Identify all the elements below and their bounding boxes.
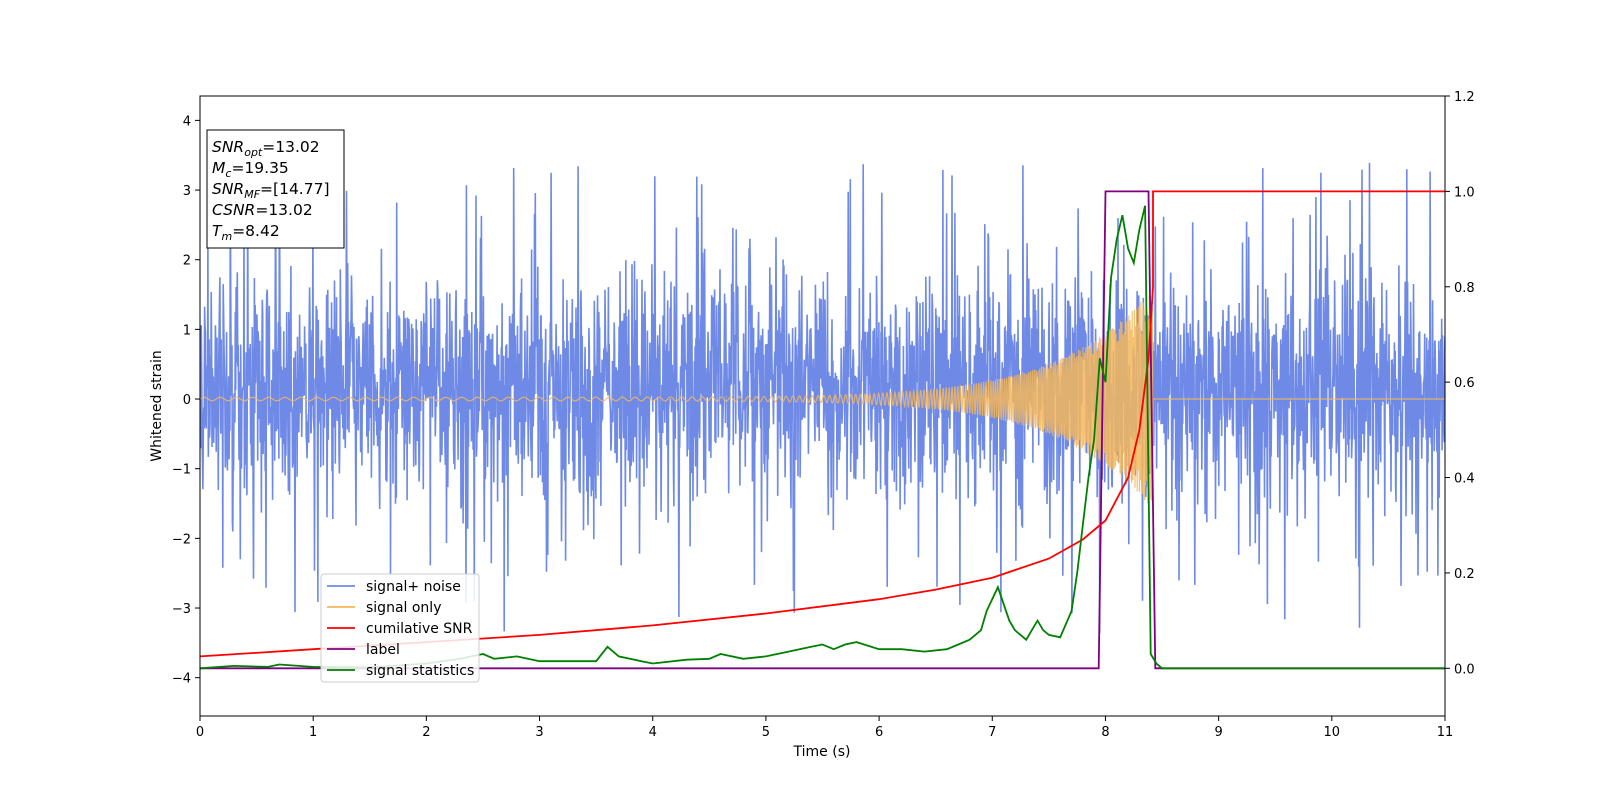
legend-label: signal only bbox=[366, 600, 441, 616]
series-signal-noise bbox=[200, 162, 1445, 634]
signal-only-line bbox=[200, 295, 1445, 504]
info-line: SNRMF=[14.77] bbox=[212, 180, 330, 201]
series-signal-only bbox=[200, 295, 1445, 504]
info-line: Mc=19.35 bbox=[212, 159, 289, 180]
x-tick-label: 9 bbox=[1214, 725, 1222, 740]
x-tick-label: 7 bbox=[988, 725, 996, 740]
y-axis-right-ticks: 1.2 1.0 0.8 0.6 0.4 0.2 0.0 bbox=[1445, 90, 1475, 677]
x-tick-label: 4 bbox=[649, 725, 657, 740]
info-line: Tm=8.42 bbox=[212, 222, 280, 243]
y-right-tick-label: 0.6 bbox=[1454, 376, 1475, 391]
signal-statistics-line bbox=[200, 205, 1445, 670]
y-right-tick-label: 0.4 bbox=[1454, 472, 1475, 487]
signal-noise-line bbox=[200, 162, 1445, 634]
y-right-tick-label: 1.0 bbox=[1454, 185, 1475, 200]
x-tick-label: 0 bbox=[196, 725, 204, 740]
y-left-tick-label: 0 bbox=[183, 393, 191, 408]
x-axis-ticks: 0 1 2 3 4 5 6 7 8 9 10 11 bbox=[196, 716, 1453, 740]
y-axis-left-ticks: 4 3 2 1 0 −1 −2 −3 −4 bbox=[172, 114, 200, 687]
legend-label: cumilative SNR bbox=[366, 621, 473, 637]
y-left-tick-label: 3 bbox=[183, 184, 191, 199]
x-tick-label: 10 bbox=[1324, 725, 1341, 740]
x-axis-label: Time (s) bbox=[793, 744, 851, 760]
series-signal-statistics bbox=[200, 205, 1445, 670]
y-right-tick-label: 0.0 bbox=[1454, 662, 1475, 677]
x-tick-label: 3 bbox=[535, 725, 543, 740]
y-left-tick-label: −2 bbox=[172, 532, 191, 547]
info-box: SNRopt=13.02Mc=19.35SNRMF=[14.77]CSNR=13… bbox=[206, 129, 345, 249]
legend-label: signal statistics bbox=[366, 663, 474, 679]
info-line: SNRopt=13.02 bbox=[212, 138, 320, 159]
x-tick-label: 1 bbox=[309, 725, 317, 740]
info-line: CSNR=13.02 bbox=[212, 201, 313, 219]
y-left-tick-label: 2 bbox=[183, 254, 191, 269]
legend-label: label bbox=[366, 642, 400, 658]
y-left-tick-label: 1 bbox=[183, 323, 191, 338]
y-axis-label: Whitened strain bbox=[149, 350, 165, 461]
plot-frame bbox=[199, 95, 1446, 717]
x-tick-label: 5 bbox=[762, 725, 770, 740]
legend-label: signal+ noise bbox=[366, 579, 461, 595]
y-left-tick-label: −4 bbox=[172, 672, 191, 687]
y-left-tick-label: 4 bbox=[183, 114, 191, 129]
x-tick-label: 6 bbox=[875, 725, 883, 740]
legend: signal+ noise signal only cumilative SNR la… bbox=[320, 573, 480, 683]
x-tick-label: 2 bbox=[422, 725, 430, 740]
x-tick-label: 8 bbox=[1101, 725, 1109, 740]
y-right-tick-label: 0.2 bbox=[1454, 567, 1475, 582]
y-right-tick-label: 1.2 bbox=[1454, 90, 1475, 105]
y-right-tick-label: 0.8 bbox=[1454, 281, 1475, 296]
y-left-tick-label: −3 bbox=[172, 602, 191, 617]
cumulative-snr-line bbox=[200, 190, 1445, 658]
series-cumulative-snr bbox=[200, 190, 1445, 658]
y-left-tick-label: −1 bbox=[172, 463, 191, 478]
x-tick-label: 11 bbox=[1437, 725, 1454, 740]
